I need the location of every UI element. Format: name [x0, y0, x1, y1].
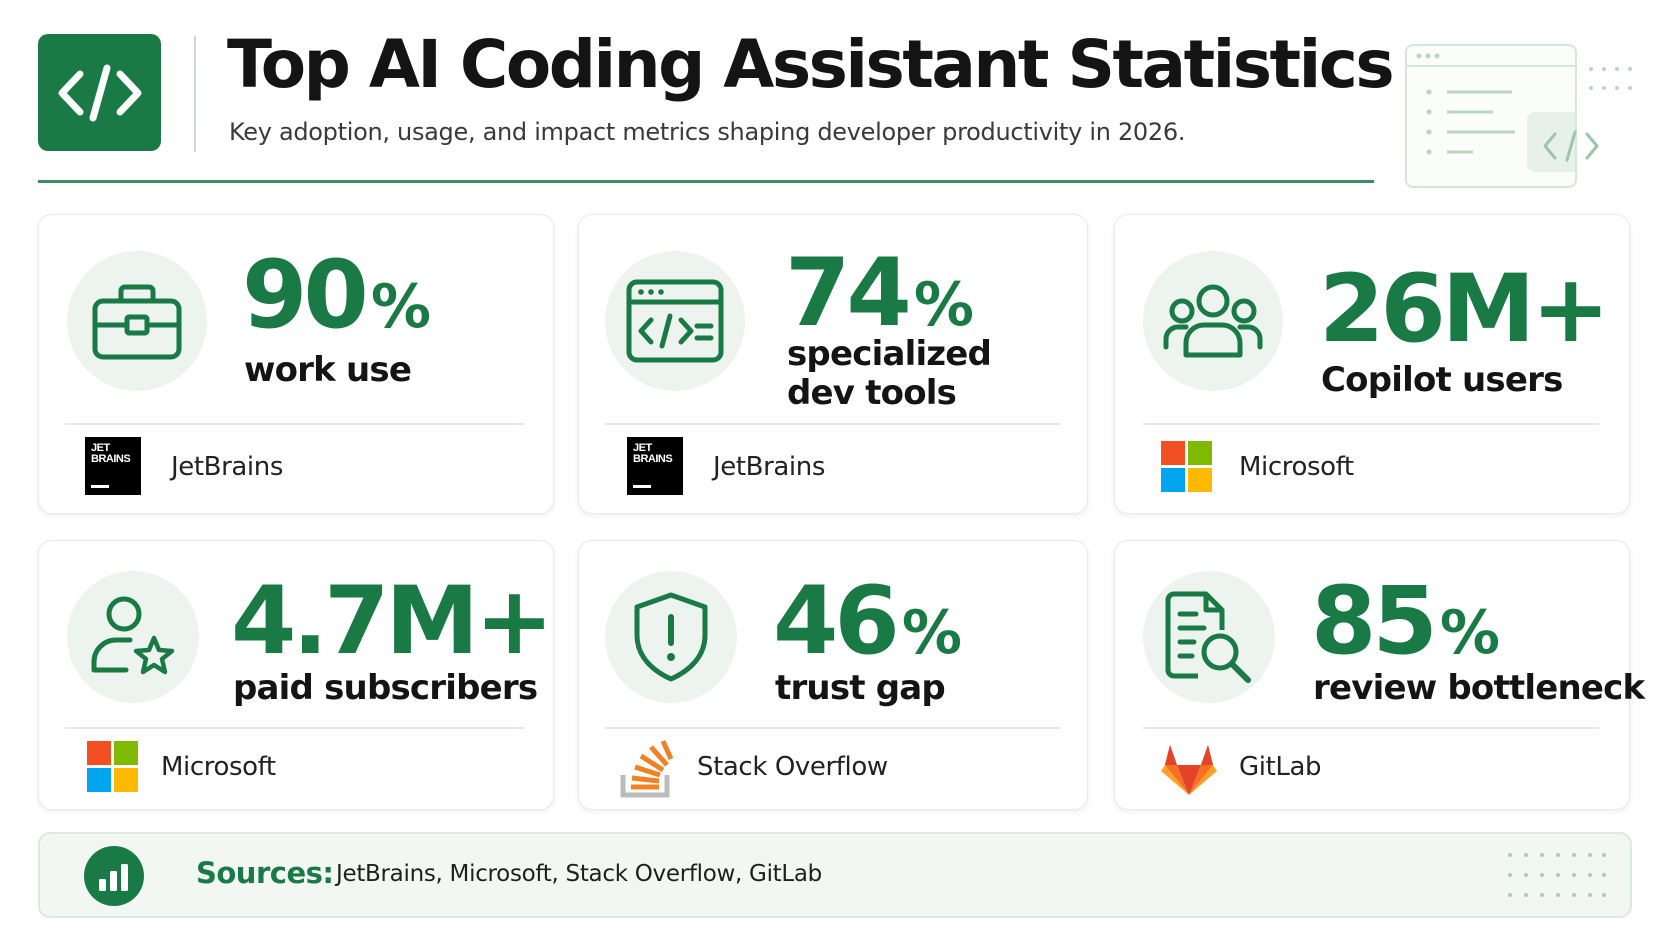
decorative-code-window [1405, 44, 1607, 188]
stat-label: work use [244, 350, 412, 390]
icon-circle [605, 571, 737, 703]
jetbrains-logo: JET BRAINS [85, 437, 141, 495]
source-name: Microsoft [1239, 452, 1354, 482]
sources-label: Sources: [196, 856, 334, 890]
microsoft-logo [1161, 441, 1212, 492]
stat-unit: % [901, 598, 962, 668]
icon-circle [1143, 571, 1275, 703]
sources-bar: Sources: JetBrains, Microsoft, Stack Ove… [38, 832, 1632, 918]
code-window-icon [626, 279, 724, 363]
stat-label: specialized dev tools [787, 334, 992, 414]
stat-card-paid-subscribers: 4.7M+ paid subscribers Microsoft [38, 540, 554, 810]
gitlab-logo [1161, 745, 1217, 795]
icon-circle [67, 251, 207, 391]
source-name: GitLab [1239, 752, 1322, 782]
jetbrains-logo: JET BRAINS [627, 437, 683, 495]
sources-list: JetBrains, Microsoft, Stack Overflow, Gi… [336, 861, 822, 887]
stat-card-specialized-dev-tools: 74% specialized dev tools JET BRAINS JetB… [578, 214, 1088, 514]
code-brackets-icon [58, 64, 141, 121]
card-divider [65, 423, 525, 425]
card-divider [65, 727, 525, 729]
source-name: JetBrains [171, 452, 283, 482]
bar-chart-icon [99, 864, 128, 891]
card-divider [1143, 423, 1599, 425]
users-group-icon [1163, 284, 1263, 358]
stat-number: 90 [242, 241, 369, 350]
card-divider [1143, 727, 1599, 729]
header-rule [38, 180, 1374, 183]
jetbrains-logo-text: JET BRAINS [633, 442, 673, 465]
briefcase-icon [92, 284, 182, 360]
stat-number: 4.7M+ [231, 567, 554, 676]
stat-card-trust-gap: 46% trust gap Stack Overflow [578, 540, 1088, 810]
source-name: Stack Overflow [697, 752, 888, 782]
header-logo [38, 34, 161, 151]
stackoverflow-logo [620, 739, 674, 798]
stat-value: 46% [773, 575, 962, 669]
user-star-icon [91, 596, 175, 675]
stat-number: 46 [773, 567, 900, 676]
stat-value: 90% [242, 249, 431, 343]
shield-alert-icon [634, 592, 708, 682]
stat-unit: % [370, 272, 431, 342]
card-divider [605, 423, 1061, 425]
sources-icon-circle [84, 846, 144, 906]
icon-circle [1143, 251, 1283, 391]
stat-value: 4.7M+ [231, 575, 556, 669]
decorative-dot-grid [1508, 853, 1606, 897]
page-subtitle: Key adoption, usage, and impact metrics … [229, 118, 1186, 146]
microsoft-logo [87, 741, 138, 792]
stat-unit: % [913, 270, 974, 340]
stat-card-copilot-users: 26M+ Copilot users Microsoft [1114, 214, 1630, 514]
stat-number: 26M+ [1319, 255, 1610, 364]
stat-label: paid subscribers [233, 668, 538, 708]
stat-number: 74 [785, 239, 912, 348]
stat-unit: % [1439, 598, 1500, 668]
header-separator [194, 36, 196, 152]
page-title: Top AI Coding Assistant Statistics [227, 26, 1395, 103]
stat-label: review bottleneck [1313, 668, 1645, 708]
source-name: JetBrains [713, 452, 825, 482]
source-name: Microsoft [161, 752, 276, 782]
decorative-dot-grid [1589, 67, 1632, 90]
stat-label: Copilot users [1321, 360, 1563, 400]
icon-circle [605, 251, 745, 391]
stat-value: 85% [1311, 575, 1500, 669]
stat-value: 74% [785, 247, 974, 341]
code-brackets-icon [1543, 130, 1599, 162]
stat-value: 26M+ [1319, 263, 1612, 357]
stat-card-review-bottleneck: 85% review bottleneck GitLab [1114, 540, 1645, 810]
icon-circle [67, 571, 199, 703]
stat-card-work-use: 90% work use JET BRAINS JetBrains [38, 214, 554, 514]
document-search-icon [1165, 591, 1251, 683]
stat-number: 85 [1311, 567, 1438, 676]
card-divider [605, 727, 1061, 729]
stat-label: trust gap [775, 668, 946, 708]
jetbrains-logo-text: JET BRAINS [91, 442, 131, 465]
